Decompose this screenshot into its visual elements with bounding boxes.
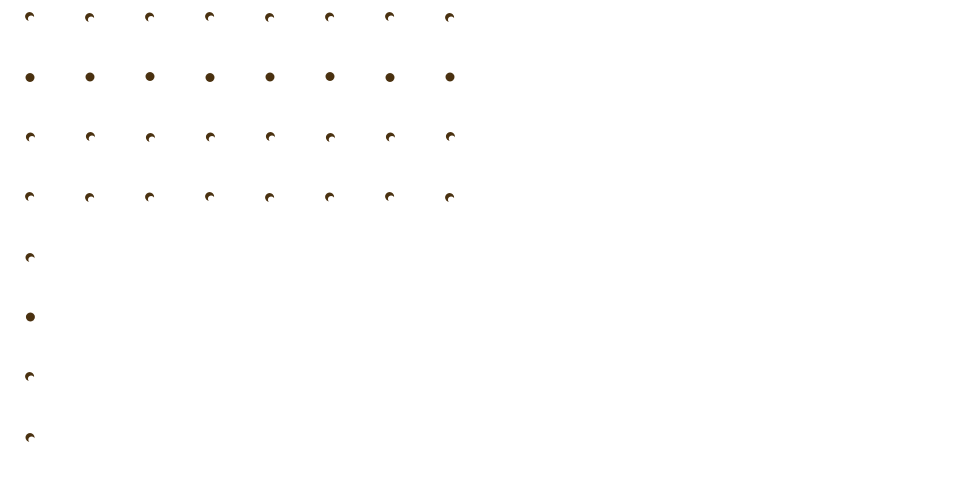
dot-cutout — [268, 135, 276, 142]
crescent-dot — [25, 192, 35, 202]
crescent-dot — [25, 433, 35, 443]
crescent-dot — [85, 193, 95, 203]
dot-cutout — [28, 256, 35, 263]
crescent-dot — [145, 192, 155, 203]
dot-cutout — [448, 135, 456, 142]
dot-cutout — [27, 15, 35, 22]
dot-disc — [385, 73, 395, 82]
crescent-dot — [385, 132, 396, 143]
full-dot — [25, 312, 35, 322]
dot-cutout — [208, 135, 216, 143]
dot-cutout — [387, 15, 395, 22]
full-dot — [145, 72, 155, 81]
crescent-dot — [265, 193, 275, 203]
full-dot — [205, 73, 215, 82]
full-dot — [265, 72, 275, 82]
dot-cutout — [327, 195, 335, 203]
crescent-dot — [205, 132, 216, 143]
dot-cutout — [267, 16, 275, 23]
dot-cutout — [207, 15, 215, 22]
dot-disc — [325, 72, 335, 81]
crescent-dot — [325, 12, 335, 23]
full-dot — [385, 73, 395, 82]
dot-cutout — [447, 16, 455, 23]
dot-cutout — [147, 15, 155, 23]
crescent-dot — [145, 12, 155, 23]
crescent-dot — [445, 193, 455, 203]
crescent-dot — [445, 13, 455, 23]
dot-cutout — [87, 196, 95, 203]
dot-layer — [25, 12, 456, 443]
dot-cutout — [27, 195, 35, 202]
dot-disc — [445, 72, 455, 82]
crescent-dot — [205, 12, 215, 22]
crescent-dot — [25, 12, 35, 22]
dot-cutout — [87, 16, 95, 23]
crescent-dot — [385, 12, 395, 22]
dot-cutout — [327, 15, 335, 23]
dot-cutout — [28, 436, 35, 443]
crescent-dot — [325, 192, 335, 203]
full-dot — [325, 72, 335, 81]
crescent-dot — [85, 132, 96, 142]
crescent-dot — [25, 132, 36, 143]
dot-cutout — [147, 195, 155, 203]
full-dot — [25, 73, 35, 82]
dot-cutout — [28, 135, 36, 143]
dot-cutout — [88, 135, 96, 142]
dot-disc — [85, 72, 95, 82]
crescent-dot — [25, 253, 35, 263]
crescent-dot — [205, 192, 215, 202]
dot-cutout — [388, 135, 396, 143]
crescent-dot — [85, 13, 95, 23]
dot-cutout — [328, 136, 336, 143]
crescent-dot — [145, 133, 156, 143]
crescent-dot — [265, 13, 275, 23]
full-dot — [445, 72, 455, 82]
crescent-dot — [445, 132, 456, 142]
dot-cutout — [267, 196, 275, 203]
dot-disc — [265, 72, 275, 82]
dot-cutout — [447, 196, 455, 203]
crescent-dot — [385, 192, 395, 202]
dot-disc — [25, 73, 35, 82]
dot-disc — [145, 72, 155, 81]
dot-disc — [25, 312, 35, 322]
dot-cutout — [27, 375, 35, 382]
dot-cutout — [387, 195, 395, 202]
crescent-dot — [25, 372, 35, 382]
full-dot — [85, 72, 95, 82]
dot-disc — [205, 73, 215, 82]
crescent-dot — [325, 133, 336, 143]
crescent-dot — [265, 132, 276, 142]
dot-cutout — [207, 195, 215, 202]
dot-cutout — [148, 136, 156, 143]
